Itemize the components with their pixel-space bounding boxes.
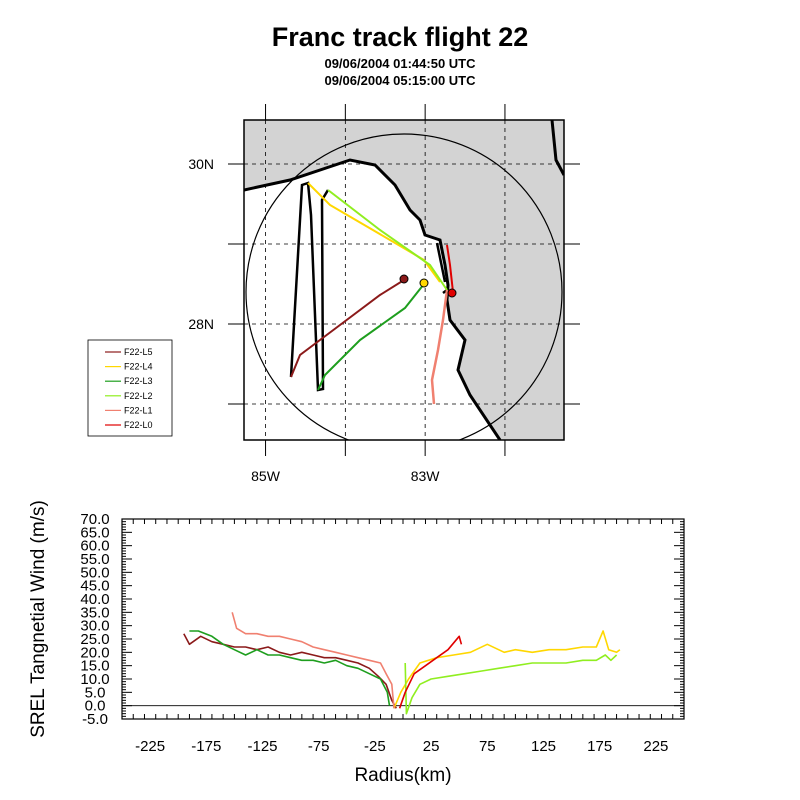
map-frame	[243, 119, 565, 441]
radius-circle	[245, 133, 563, 440]
wind-profile-chart: -225 -175 -125 -75 -25 25 75 125 175 225 -5.00.05…	[28, 500, 685, 786]
y-tick-label: 65.0	[80, 524, 109, 541]
series-line-f22-l3	[189, 630, 391, 706]
legend-label: F22-L3	[124, 376, 153, 386]
map-ticks	[228, 104, 580, 456]
y-tick-label: 70.0	[80, 511, 109, 528]
y-tick-label: -5.0	[82, 711, 108, 728]
x-tick-label: 125	[531, 738, 556, 755]
x-tick-label: 225	[643, 738, 668, 755]
x-tick-label: -175	[191, 738, 221, 755]
y-tick-label: 20.0	[80, 644, 109, 661]
y-tick-label: 15.0	[80, 658, 109, 675]
y-tick-label: 40.0	[80, 591, 109, 608]
x-tick-label: -125	[247, 738, 277, 755]
x-tick-label: -225	[135, 738, 165, 755]
legend-label: F22-L0	[124, 420, 153, 430]
storm-center-l0	[447, 288, 457, 298]
x-tick-label: 175	[587, 738, 612, 755]
map-axis-labels: 30N 28N 85W 83W	[188, 156, 440, 484]
y-tick-label: 55.0	[80, 551, 109, 568]
y-tick-label: 5.0	[85, 684, 106, 701]
series-line-f22-l2	[404, 654, 618, 715]
chart-ticks	[121, 518, 685, 720]
track-l4	[307, 182, 441, 283]
x-axis-title: Radius(km)	[354, 765, 451, 786]
legend-label: F22-L4	[124, 362, 153, 372]
track-l0	[446, 244, 454, 293]
track-l2	[327, 189, 448, 291]
y-axis-title: SREL Tangnetial Wind (m/s)	[28, 500, 49, 738]
lat-label: 30N	[188, 156, 214, 172]
track-l5	[290, 279, 405, 378]
land-area	[244, 120, 564, 440]
chart-series	[183, 612, 621, 715]
lon-label: 83W	[411, 468, 441, 484]
map-legend: F22-L5 F22-L4 F22-L3 F22-L2 F22-L1 F22-L0	[87, 339, 173, 437]
series-line-f22-l4	[393, 630, 621, 709]
y-tick-label: 0.0	[85, 698, 106, 715]
lat-label: 28N	[188, 316, 214, 332]
x-tick-label: -25	[364, 738, 386, 755]
chart-title: Franc track flight 22	[271, 22, 529, 52]
legend-box	[87, 339, 173, 437]
flight-tracks	[289, 181, 457, 405]
x-tick-labels: -225 -175 -125 -75 -25 25 75 125 175 225	[135, 738, 668, 755]
x-tick-label: -75	[308, 738, 330, 755]
legend-label: F22-L2	[124, 391, 153, 401]
legend-label: F22-L5	[124, 347, 153, 357]
x-tick-label: 25	[423, 738, 440, 755]
lon-label: 85W	[251, 468, 281, 484]
y-tick-label: 35.0	[80, 604, 109, 621]
coastline-ne	[550, 120, 564, 176]
y-tick-label: 50.0	[80, 564, 109, 581]
y-tick-label: 45.0	[80, 578, 109, 595]
y-tick-label: 10.0	[80, 671, 109, 688]
storm-center-l5	[399, 274, 409, 284]
subtitle-start-time: 09/06/2004 01:44:50 UTC	[324, 56, 476, 71]
legend-label: F22-L1	[124, 405, 153, 415]
track-l3	[317, 283, 425, 391]
y-tick-label: 25.0	[80, 631, 109, 648]
subtitle-end-time: 09/06/2004 05:15:00 UTC	[324, 73, 476, 88]
series-line-f22-l5	[183, 633, 397, 709]
y-tick-label: 30.0	[80, 618, 109, 635]
storm-center-l4	[419, 278, 429, 288]
x-tick-label: 75	[479, 738, 496, 755]
coastline	[244, 158, 502, 440]
y-tick-labels: -5.00.05.010.015.020.025.030.035.040.045…	[80, 511, 109, 728]
y-tick-label: 60.0	[80, 538, 109, 555]
track-l1	[430, 289, 449, 405]
series-line-f22-l1	[231, 612, 395, 709]
series-line-f22-l0	[398, 635, 463, 709]
